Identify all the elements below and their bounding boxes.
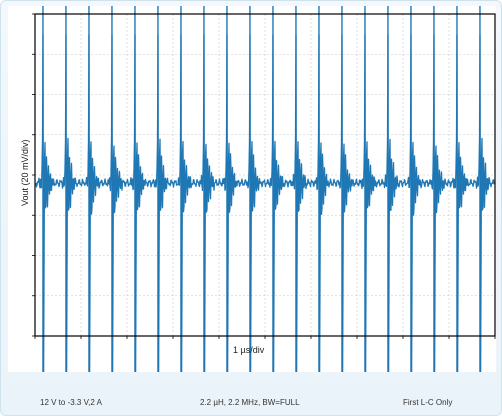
trace-layer [35, 6, 495, 372]
x-axis-label: 1 µs/div [233, 345, 265, 355]
caption-input-output: 12 V to -3.3 V,2 A [40, 398, 102, 407]
y-axis-label: Vout (20 mV/div) [20, 139, 30, 206]
grid-layer [32, 13, 496, 339]
plot-border [34, 13, 496, 337]
caption-filter-stage: First L-C Only [403, 398, 453, 407]
scope-plot [32, 6, 496, 372]
plot-card: Vout (20 mV/div) 1 µs/div [8, 6, 496, 372]
caption-filter-settings: 2.2 µH, 2.2 MHz, BW=FULL [200, 398, 300, 407]
